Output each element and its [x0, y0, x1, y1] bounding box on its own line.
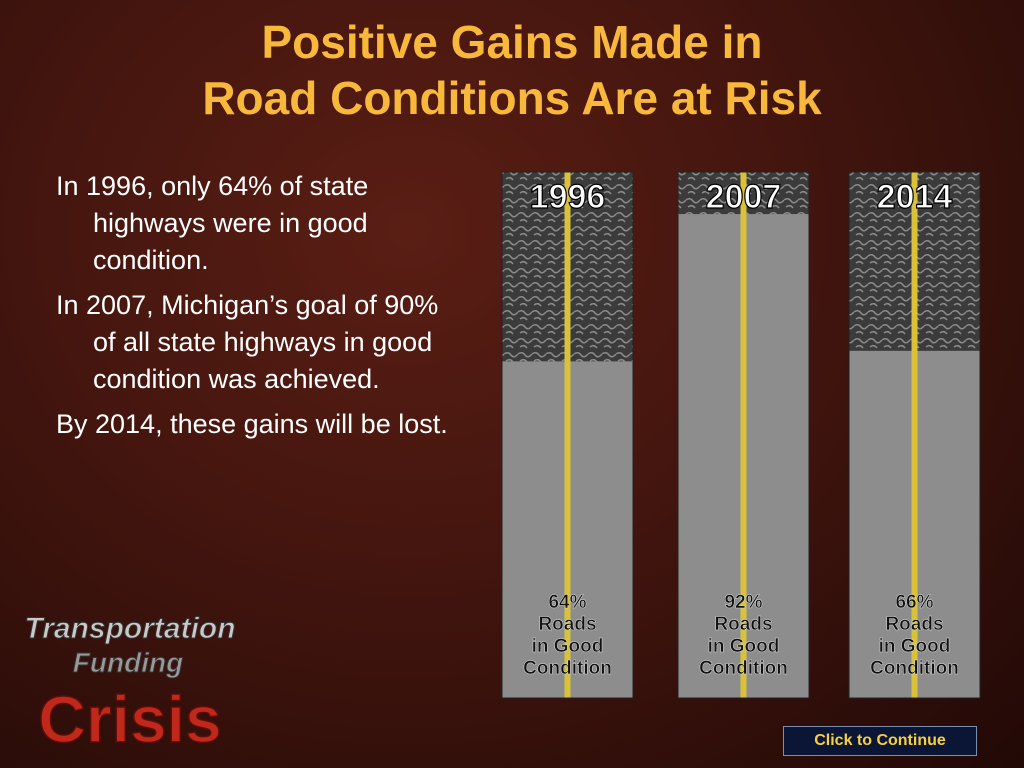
- title-line: Road Conditions Are at Risk: [202, 72, 822, 124]
- caption: Condition: [870, 658, 959, 679]
- value-label: 92%: [724, 592, 762, 613]
- bullet: By 2014, these gains will be lost.: [56, 409, 448, 439]
- value-label: 66%: [895, 592, 933, 613]
- year-label: 2007: [706, 178, 782, 216]
- title-line: Positive Gains Made in: [261, 16, 763, 68]
- center-line: [740, 172, 747, 698]
- logo-text: Funding: [73, 647, 183, 678]
- caption: Roads: [714, 614, 772, 635]
- logo-text: Transportation: [24, 612, 235, 645]
- center-line: [564, 172, 571, 698]
- logo-text: Crisis: [38, 682, 221, 756]
- caption: in Good: [879, 636, 951, 657]
- title: Positive Gains Made in Road Conditions A…: [0, 14, 1024, 126]
- center-line: [911, 172, 918, 698]
- column-border: [501, 171, 634, 699]
- column-border: [848, 171, 981, 699]
- bullet: In 2007, Michigan’s goal of 90% of all s…: [56, 290, 439, 394]
- column-border: [677, 171, 810, 699]
- bullet-list: In 1996, only 64% of state highways were…: [56, 168, 456, 451]
- caption: in Good: [708, 636, 780, 657]
- year-label: 2014: [877, 178, 953, 216]
- year-label: 1996: [530, 178, 606, 216]
- bullet: In 1996, only 64% of state highways were…: [56, 171, 369, 275]
- caption: Condition: [523, 658, 612, 679]
- caption: Roads: [538, 614, 596, 635]
- value-label: 64%: [548, 592, 586, 613]
- caption: Roads: [885, 614, 943, 635]
- caption: in Good: [532, 636, 604, 657]
- continue-button[interactable]: Click to Continue: [783, 726, 977, 756]
- caption: Condition: [699, 658, 788, 679]
